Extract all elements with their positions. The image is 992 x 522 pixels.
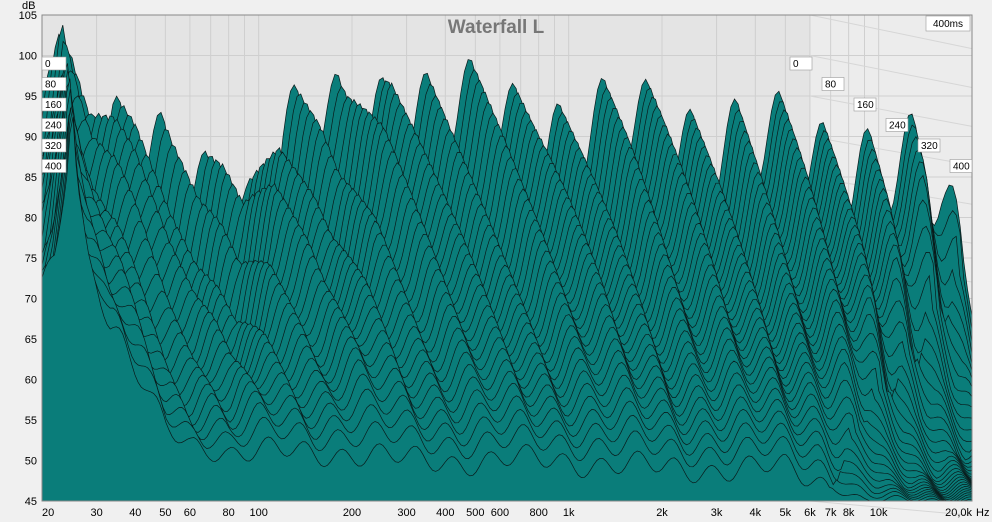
y-tick-label: 90 [25, 132, 37, 144]
perspective-line [809, 55, 973, 88]
x-tick-label: 7k [825, 507, 837, 519]
waterfall-slice [42, 117, 972, 501]
time-label-right: 160 [853, 97, 877, 112]
svg-text:160: 160 [45, 100, 62, 111]
svg-text:400: 400 [45, 162, 62, 173]
x-tick-label: 10k [870, 507, 888, 519]
time-label-right: 240 [885, 118, 909, 132]
time-max-label: 400ms [925, 15, 971, 32]
x-unit-label: Hz [976, 507, 989, 519]
svg-text:400ms: 400ms [933, 19, 963, 30]
time-labels-right: 0 80 160 240 320 400 [789, 56, 973, 173]
time-labels-left: 0 80 160 240 320 400 [41, 56, 67, 173]
x-tick-label: 100 [250, 507, 268, 519]
time-label-right: 400 [949, 159, 973, 173]
y-axis: 45 50 55 60 65 70 75 80 85 90 95 100 105 [19, 10, 37, 508]
y-tick-label: 85 [25, 172, 37, 184]
svg-text:80: 80 [45, 80, 57, 91]
y-tick-label: 75 [25, 253, 37, 265]
x-tick-label: 200 [343, 507, 361, 519]
x-tick-label: 2k [656, 507, 668, 519]
x-tick-label: 4k [750, 507, 762, 519]
svg-text:0: 0 [45, 59, 51, 70]
waterfall-slices [42, 24, 972, 501]
time-label-left: 0 [41, 56, 67, 71]
y-tick-label: 105 [19, 10, 37, 22]
x-axis: 20 30 40 50 60 80 100 200 300 400 500 600 800 1k 2k 3k 4… [42, 507, 972, 519]
y-unit-label: dB [22, 0, 35, 12]
time-label-right: 80 [821, 77, 845, 91]
time-label-left: 320 [41, 138, 67, 153]
svg-text:0: 0 [793, 59, 799, 70]
y-tick-label: 55 [25, 415, 37, 427]
perspective-line [809, 500, 973, 516]
x-tick-label: 800 [529, 507, 547, 519]
perspective-line [809, 95, 973, 127]
svg-text:160: 160 [857, 100, 874, 111]
x-tick-label: 400 [436, 507, 454, 519]
y-tick-label: 70 [25, 294, 37, 306]
x-tick-label: 8k [843, 507, 855, 519]
y-tick-label: 50 [25, 456, 37, 468]
time-label-right: 0 [789, 56, 813, 71]
y-tick-label: 45 [25, 496, 37, 508]
svg-text:320: 320 [921, 141, 938, 152]
time-label-left: 400 [41, 159, 67, 173]
perspective-line [809, 136, 973, 166]
x-tick-label: 600 [491, 507, 509, 519]
y-tick-label: 95 [25, 91, 37, 103]
svg-text:320: 320 [45, 141, 62, 152]
y-tick-label: 100 [19, 51, 37, 63]
time-label-left: 80 [41, 77, 67, 91]
x-tick-label: 300 [397, 507, 415, 519]
x-tick-label: 80 [223, 507, 235, 519]
time-label-left: 160 [41, 97, 67, 112]
y-tick-label: 80 [25, 213, 37, 225]
x-tick-label: 20 [42, 507, 54, 519]
x-tick-label: 50 [159, 507, 171, 519]
x-tick-label: 1k [563, 507, 575, 519]
x-tick-label: 6k [804, 507, 816, 519]
x-tick-label: 30 [90, 507, 102, 519]
x-tick-label: 500 [466, 507, 484, 519]
svg-text:240: 240 [889, 121, 906, 132]
x-tick-label: 40 [129, 507, 141, 519]
x-tick-label: 20,0k [945, 507, 972, 519]
time-label-left: 240 [41, 118, 67, 132]
svg-text:80: 80 [825, 80, 837, 91]
x-tick-label: 5k [780, 507, 792, 519]
perspective-line [809, 14, 973, 50]
x-tick-label: 3k [711, 507, 723, 519]
time-label-right: 320 [917, 138, 941, 153]
svg-text:240: 240 [45, 121, 62, 132]
svg-text:400: 400 [953, 162, 970, 173]
plot-border [41, 14, 973, 502]
x-tick-label: 60 [184, 507, 196, 519]
chart-title: Waterfall L [448, 17, 545, 38]
y-tick-label: 60 [25, 375, 37, 387]
waterfall-slice [42, 117, 972, 501]
y-tick-label: 65 [25, 334, 37, 346]
